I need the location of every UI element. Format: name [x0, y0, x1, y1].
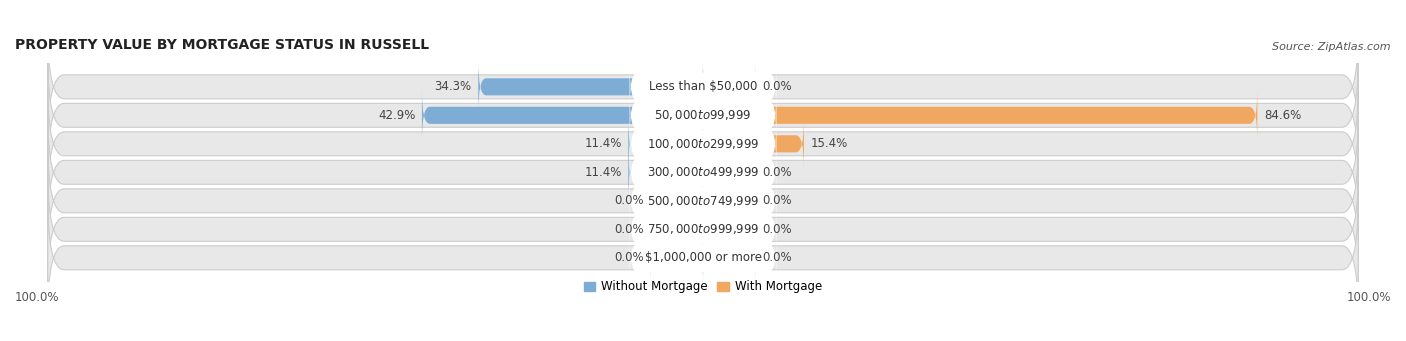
FancyBboxPatch shape — [628, 147, 703, 198]
FancyBboxPatch shape — [48, 56, 1358, 175]
Text: $1,000,000 or more: $1,000,000 or more — [644, 251, 762, 264]
FancyBboxPatch shape — [703, 204, 755, 255]
FancyBboxPatch shape — [651, 204, 703, 255]
FancyBboxPatch shape — [630, 209, 776, 249]
Legend: Without Mortgage, With Mortgage: Without Mortgage, With Mortgage — [579, 276, 827, 298]
Text: 0.0%: 0.0% — [762, 80, 792, 93]
Text: 11.4%: 11.4% — [585, 137, 621, 150]
Text: Less than $50,000: Less than $50,000 — [648, 80, 758, 93]
Text: $500,000 to $749,999: $500,000 to $749,999 — [647, 194, 759, 208]
Text: 100.0%: 100.0% — [15, 291, 59, 304]
FancyBboxPatch shape — [478, 61, 703, 113]
Text: 0.0%: 0.0% — [762, 251, 792, 264]
FancyBboxPatch shape — [703, 175, 755, 226]
FancyBboxPatch shape — [630, 181, 776, 221]
FancyBboxPatch shape — [48, 113, 1358, 232]
FancyBboxPatch shape — [651, 232, 703, 283]
Text: 0.0%: 0.0% — [614, 194, 644, 207]
Text: 0.0%: 0.0% — [762, 166, 792, 179]
FancyBboxPatch shape — [630, 238, 776, 278]
Text: $100,000 to $299,999: $100,000 to $299,999 — [647, 137, 759, 151]
Text: 100.0%: 100.0% — [1347, 291, 1391, 304]
FancyBboxPatch shape — [48, 142, 1358, 260]
FancyBboxPatch shape — [628, 118, 703, 169]
Text: 15.4%: 15.4% — [810, 137, 848, 150]
FancyBboxPatch shape — [48, 170, 1358, 288]
FancyBboxPatch shape — [703, 61, 755, 113]
FancyBboxPatch shape — [630, 152, 776, 192]
Text: $750,000 to $999,999: $750,000 to $999,999 — [647, 222, 759, 236]
Text: 0.0%: 0.0% — [762, 223, 792, 236]
FancyBboxPatch shape — [651, 175, 703, 226]
Text: $300,000 to $499,999: $300,000 to $499,999 — [647, 165, 759, 179]
FancyBboxPatch shape — [703, 90, 1257, 141]
FancyBboxPatch shape — [630, 95, 776, 135]
Text: $50,000 to $99,999: $50,000 to $99,999 — [654, 108, 752, 122]
Text: 42.9%: 42.9% — [378, 109, 415, 122]
Text: PROPERTY VALUE BY MORTGAGE STATUS IN RUSSELL: PROPERTY VALUE BY MORTGAGE STATUS IN RUS… — [15, 38, 429, 51]
FancyBboxPatch shape — [48, 198, 1358, 317]
Text: 0.0%: 0.0% — [762, 194, 792, 207]
Text: 34.3%: 34.3% — [434, 80, 471, 93]
FancyBboxPatch shape — [703, 118, 804, 169]
FancyBboxPatch shape — [703, 232, 755, 283]
FancyBboxPatch shape — [703, 147, 755, 198]
Text: 84.6%: 84.6% — [1264, 109, 1301, 122]
Text: 0.0%: 0.0% — [614, 223, 644, 236]
Text: 0.0%: 0.0% — [614, 251, 644, 264]
FancyBboxPatch shape — [422, 90, 703, 141]
FancyBboxPatch shape — [630, 124, 776, 164]
FancyBboxPatch shape — [48, 85, 1358, 203]
Text: 11.4%: 11.4% — [585, 166, 621, 179]
FancyBboxPatch shape — [48, 28, 1358, 146]
Text: Source: ZipAtlas.com: Source: ZipAtlas.com — [1272, 42, 1391, 51]
FancyBboxPatch shape — [630, 67, 776, 107]
